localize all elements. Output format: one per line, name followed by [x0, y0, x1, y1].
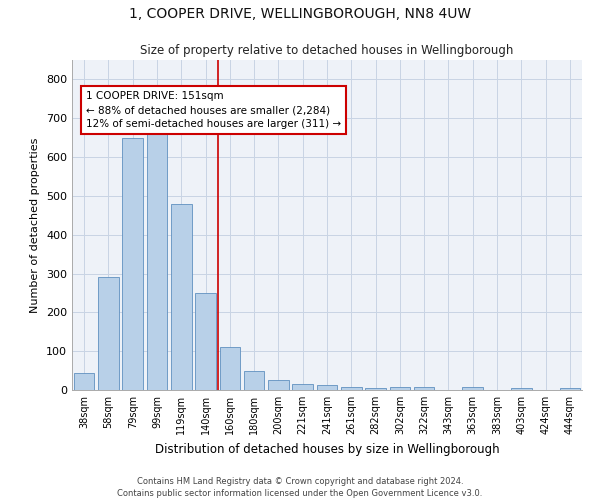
Bar [122, 138, 143, 390]
Bar [463, 387, 483, 390]
Bar [317, 386, 337, 390]
Bar [220, 348, 240, 390]
Title: Size of property relative to detached houses in Wellingborough: Size of property relative to detached ho… [140, 44, 514, 58]
Bar [146, 134, 167, 390]
Bar [195, 293, 216, 390]
Text: 1, COOPER DRIVE, WELLINGBOROUGH, NN8 4UW: 1, COOPER DRIVE, WELLINGBOROUGH, NN8 4UW [129, 8, 471, 22]
Bar [414, 388, 434, 390]
Bar [560, 388, 580, 390]
Bar [511, 388, 532, 390]
Bar [171, 204, 191, 390]
Text: Contains HM Land Registry data © Crown copyright and database right 2024.
Contai: Contains HM Land Registry data © Crown c… [118, 476, 482, 498]
Text: 1 COOPER DRIVE: 151sqm
← 88% of detached houses are smaller (2,284)
12% of semi-: 1 COOPER DRIVE: 151sqm ← 88% of detached… [86, 91, 341, 129]
Bar [292, 384, 313, 390]
Bar [244, 370, 265, 390]
Bar [98, 278, 119, 390]
Bar [74, 372, 94, 390]
Y-axis label: Number of detached properties: Number of detached properties [31, 138, 40, 312]
Bar [389, 387, 410, 390]
Bar [365, 388, 386, 390]
X-axis label: Distribution of detached houses by size in Wellingborough: Distribution of detached houses by size … [155, 442, 499, 456]
Bar [341, 387, 362, 390]
Bar [268, 380, 289, 390]
